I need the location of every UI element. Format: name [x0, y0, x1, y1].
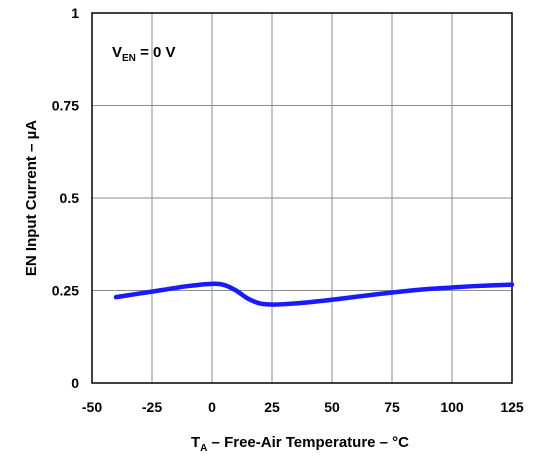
y-tick-label: 0.25: [52, 283, 79, 299]
x-tick-label: -50: [82, 399, 102, 415]
y-tick-label: 1: [71, 5, 79, 21]
x-tick-label: 75: [384, 399, 400, 415]
x-tick-label: -25: [142, 399, 162, 415]
y-axis-title: EN Input Current – µA: [23, 120, 40, 276]
annotation-ven: VEN = 0 V: [112, 44, 176, 64]
grid: [91, 12, 513, 384]
x-tick-label: 125: [500, 399, 524, 415]
plot-frame: [91, 12, 513, 384]
x-tick-label: 25: [264, 399, 280, 415]
tick-labels: -50 -25 0 25 50 75 100 125 0 0.25 0.5 0.75 1: [52, 5, 524, 415]
y-tick-label: 0: [71, 375, 79, 391]
y-tick-label: 0.5: [60, 190, 80, 206]
plot-area: [91, 12, 513, 384]
x-tick-label: 100: [440, 399, 464, 415]
x-tick-label: 50: [324, 399, 340, 415]
series-line: [113, 281, 515, 307]
y-tick-label: 0.75: [52, 98, 79, 114]
x-axis-title: TA – Free-Air Temperature – °C: [191, 434, 409, 454]
x-tick-label: 0: [208, 399, 216, 415]
series-layer: [113, 281, 515, 307]
